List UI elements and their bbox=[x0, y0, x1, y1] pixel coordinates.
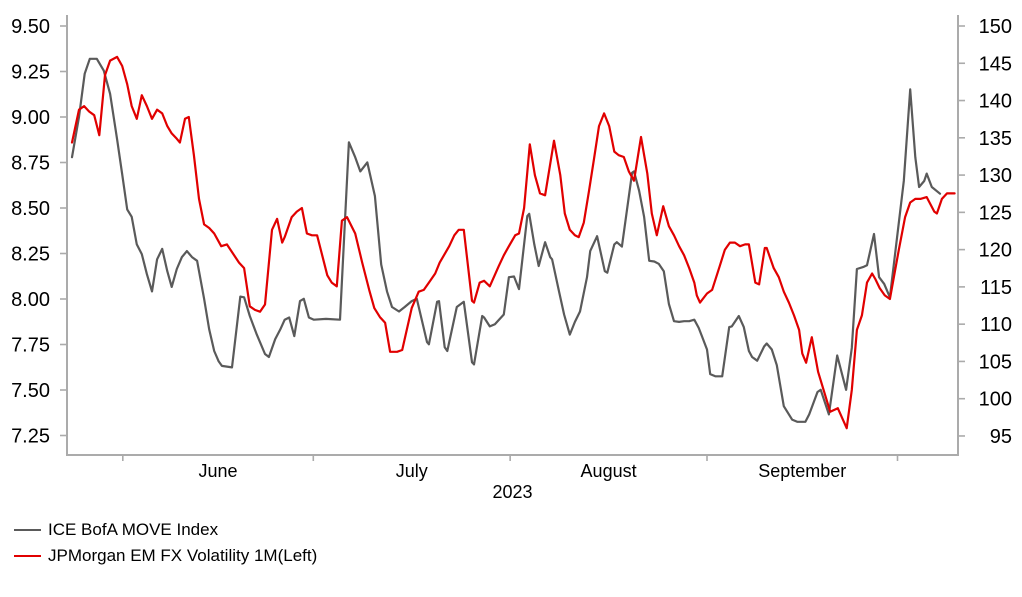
legend-item-em-fx-vol: JPMorgan EM FX Volatility 1M(Left) bbox=[14, 543, 317, 569]
legend-item-move-index: ICE BofA MOVE Index bbox=[14, 517, 317, 543]
x-month-label-august: August bbox=[581, 461, 637, 481]
y-right-tick-label: 95 bbox=[990, 426, 1012, 448]
y-right-tick-label: 135 bbox=[979, 128, 1012, 150]
legend-label-em-fx-vol: JPMorgan EM FX Volatility 1M(Left) bbox=[48, 546, 318, 565]
y-right-tick-label: 145 bbox=[979, 53, 1012, 75]
x-month-label-july: July bbox=[396, 461, 428, 481]
y-right-tick-label: 125 bbox=[979, 202, 1012, 224]
y-right-tick-label: 140 bbox=[979, 91, 1012, 113]
y-left-tick-label: 9.00 bbox=[11, 107, 50, 129]
y-right-tick-label: 110 bbox=[980, 314, 1012, 336]
y-right-tick-label: 120 bbox=[979, 240, 1012, 262]
y-left-tick-label: 8.50 bbox=[11, 198, 50, 220]
y-left-tick-label: 8.25 bbox=[11, 244, 50, 266]
y-left-tick-label: 9.25 bbox=[11, 62, 50, 84]
y-left-tick-label: 8.75 bbox=[11, 153, 50, 175]
red-line-swatch-icon bbox=[14, 555, 41, 557]
y-right-tick-label: 105 bbox=[979, 351, 1012, 373]
legend: ICE BofA MOVE Index JPMorgan EM FX Volat… bbox=[14, 517, 317, 569]
y-left-tick-label: 8.00 bbox=[11, 289, 50, 311]
x-month-label-september: September bbox=[758, 461, 846, 481]
x-month-label-june: June bbox=[199, 461, 238, 481]
legend-label-move-index: ICE BofA MOVE Index bbox=[48, 520, 219, 539]
y-left-tick-label: 7.75 bbox=[11, 335, 50, 357]
x-axis-year-label: 2023 bbox=[492, 482, 533, 502]
y-right-tick-label: 115 bbox=[980, 277, 1012, 299]
y-left-tick-label: 9.50 bbox=[11, 16, 50, 38]
y-right-tick-label: 100 bbox=[979, 389, 1012, 411]
series-line-ice-bofa-move-index bbox=[70, 57, 942, 423]
series-line-jpmorgan-em-fx-volatility-1m-left bbox=[70, 55, 956, 430]
gray-line-swatch-icon bbox=[14, 529, 41, 531]
y-right-tick-label: 130 bbox=[979, 165, 1012, 187]
y-left-tick-label: 7.25 bbox=[11, 426, 50, 448]
y-right-tick-label: 150 bbox=[979, 16, 1012, 38]
y-left-tick-label: 7.50 bbox=[11, 380, 50, 402]
